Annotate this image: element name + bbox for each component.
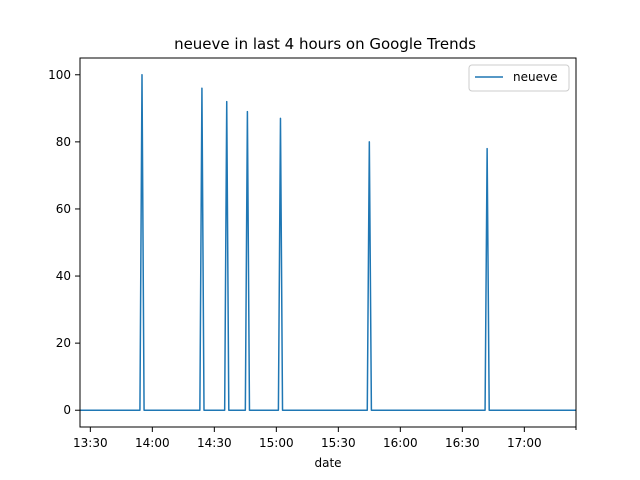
x-axis: 13:30 14:00 14:30 15:00 15:30 16:00 16:30 17:00 <box>73 427 577 450</box>
y-axis: 0 20 40 60 80 100 <box>48 68 80 417</box>
y-tick-label: 0 <box>63 403 71 417</box>
series-layer <box>80 74 576 411</box>
y-tick-label: 80 <box>56 135 71 149</box>
x-tick-label: 14:30 <box>197 436 232 450</box>
x-tick-label: 17:00 <box>507 436 542 450</box>
x-tick-label: 15:00 <box>259 436 294 450</box>
y-tick-label: 20 <box>56 336 71 350</box>
data-point-peak <box>226 101 228 103</box>
x-tick-label: 16:00 <box>383 436 418 450</box>
legend: neueve <box>468 64 570 92</box>
data-point-peak <box>141 74 143 76</box>
data-point-peak <box>246 111 248 113</box>
x-tick-label: 14:00 <box>135 436 170 450</box>
chart-title: neueve in last 4 hours on Google Trends <box>174 35 476 53</box>
data-point-peak <box>279 117 281 119</box>
y-tick-label: 60 <box>56 202 71 216</box>
legend-box <box>468 64 570 92</box>
series-line-neueve <box>80 74 576 411</box>
data-point-peak <box>486 148 488 150</box>
data-point-peak <box>201 87 203 89</box>
y-tick-label: 40 <box>56 269 71 283</box>
data-point-peak <box>368 141 370 143</box>
y-tick-label: 100 <box>48 68 71 82</box>
axes-frame <box>79 57 577 428</box>
x-tick-label: 13:30 <box>73 436 108 450</box>
legend-label-neueve: neueve <box>513 70 557 84</box>
x-tick-label: 15:30 <box>321 436 356 450</box>
x-axis-label: date <box>314 456 341 470</box>
x-tick-label: 16:30 <box>445 436 480 450</box>
